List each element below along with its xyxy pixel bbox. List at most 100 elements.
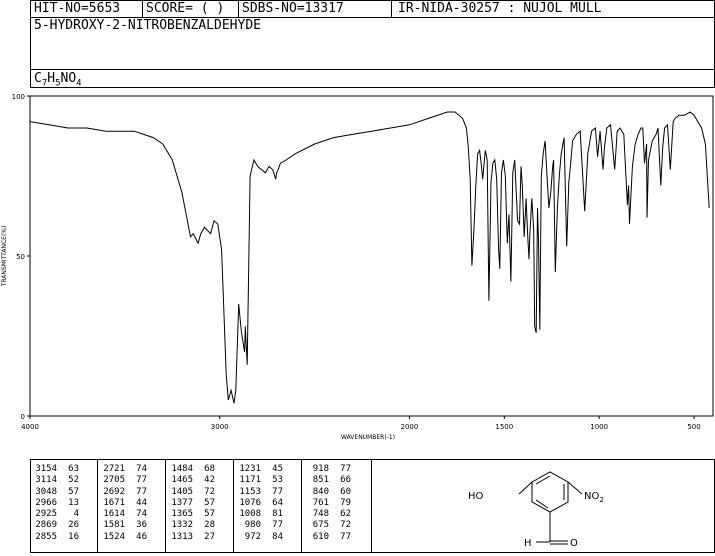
plot-frame bbox=[29, 95, 714, 417]
peak-row: 2692 77 bbox=[101, 487, 147, 498]
x-tick-label: 2000 bbox=[401, 423, 419, 431]
x-tick-label: 1500 bbox=[495, 423, 513, 431]
peak-wavenumber: 2966 bbox=[35, 497, 57, 508]
peak-row: 610 77 bbox=[305, 532, 351, 543]
peak-row: 1524 46 bbox=[101, 532, 147, 543]
peak-row: 1231 45 bbox=[237, 464, 283, 475]
ho-label: HO bbox=[468, 491, 484, 502]
peak-table-column: 1484 68 1465 42 1405 72 1377 57 1365 57 1332 28 1313… bbox=[169, 464, 215, 543]
y-tick-label: 50 bbox=[16, 253, 25, 261]
x-axis-label: WAVENUMBER(-1) bbox=[341, 434, 395, 441]
peak-row: 2925 4 bbox=[33, 509, 79, 520]
x-tick-label: 1000 bbox=[590, 423, 608, 431]
peak-transmittance: 68 bbox=[204, 464, 215, 474]
peak-wavenumber: 1465 bbox=[171, 475, 193, 486]
peak-transmittance: 36 bbox=[136, 520, 147, 531]
peak-transmittance: 46 bbox=[136, 531, 147, 542]
peak-transmittance: 77 bbox=[136, 486, 147, 497]
peak-wavenumber: 2855 bbox=[35, 531, 57, 542]
peak-row: 1614 74 bbox=[101, 509, 147, 520]
ir-info: IR-NIDA-30257 : NUJOL MULL bbox=[398, 1, 602, 16]
peak-wavenumber: 2721 bbox=[103, 464, 125, 474]
peak-wavenumber: 1614 bbox=[103, 509, 125, 520]
peak-wavenumber: 1671 bbox=[103, 497, 125, 508]
peak-transmittance: 72 bbox=[340, 520, 351, 531]
peak-row: 1313 27 bbox=[169, 532, 215, 543]
peak-transmittance: 84 bbox=[272, 531, 283, 542]
compound-name: 5-HYDROXY-2-NITROBENZALDEHYDE bbox=[34, 18, 261, 33]
aldehyde-o-label: O bbox=[570, 538, 578, 549]
peak-transmittance: 64 bbox=[272, 497, 283, 508]
peak-row: 1008 81 bbox=[237, 509, 283, 520]
peak-transmittance: 66 bbox=[340, 475, 351, 486]
peak-row: 3154 63 bbox=[33, 464, 79, 475]
chemical-structure: HO NO2 H O bbox=[468, 471, 604, 549]
x-tick-label: 3000 bbox=[211, 423, 229, 431]
structure-box: HO NO2 H O bbox=[371, 459, 715, 553]
peak-transmittance: 57 bbox=[204, 509, 215, 520]
score: SCORE= ( ) bbox=[146, 1, 225, 16]
peak-transmittance: 74 bbox=[136, 509, 147, 520]
peak-transmittance: 44 bbox=[136, 497, 147, 508]
peak-row: 972 84 bbox=[237, 532, 283, 543]
peak-wavenumber: 2925 bbox=[35, 509, 57, 520]
peak-wavenumber: 1524 bbox=[103, 531, 125, 542]
peak-transmittance: 72 bbox=[204, 486, 215, 497]
peak-row: 1076 64 bbox=[237, 498, 283, 509]
peak-transmittance: 28 bbox=[204, 520, 215, 531]
x-tick-label: 4000 bbox=[21, 423, 39, 431]
peak-row: 2721 74 bbox=[101, 464, 147, 475]
peak-row: 1671 44 bbox=[101, 498, 147, 509]
peak-wavenumber: 1377 bbox=[171, 497, 193, 508]
peak-transmittance: 79 bbox=[340, 497, 351, 508]
peak-transmittance: 26 bbox=[68, 520, 79, 531]
peak-wavenumber: 3154 bbox=[35, 464, 57, 474]
peak-table: 3154 63 3114 52 3048 57 2966 13 2925 4 2869 26 2855 1… bbox=[30, 459, 372, 553]
peak-transmittance: 27 bbox=[204, 531, 215, 542]
ir-spectrum-chart: 0 50 100 4000 3000 2000 1500 1000 500 TRANSMITT… bbox=[1, 93, 714, 441]
peak-wavenumber: 1076 bbox=[239, 497, 261, 508]
peak-wavenumber: 972 bbox=[244, 531, 261, 542]
peak-table-column: 918 77 851 66 840 60 761 79 748 62 675 72 610 77 bbox=[305, 464, 351, 543]
peak-row: 2705 77 bbox=[101, 475, 147, 486]
peak-wavenumber: 3048 bbox=[35, 486, 57, 497]
peak-row: 1153 77 bbox=[237, 487, 283, 498]
peak-transmittance: 42 bbox=[204, 475, 215, 486]
sdbs-number: SDBS-NO=13317 bbox=[242, 1, 344, 16]
peak-transmittance: 45 bbox=[272, 464, 283, 474]
peak-transmittance: 4 bbox=[73, 509, 79, 520]
peak-wavenumber: 840 bbox=[312, 486, 329, 497]
peak-wavenumber: 2869 bbox=[35, 520, 57, 531]
peak-row: 1405 72 bbox=[169, 487, 215, 498]
peak-wavenumber: 3114 bbox=[35, 475, 57, 486]
peak-wavenumber: 851 bbox=[312, 475, 329, 486]
peak-wavenumber: 980 bbox=[244, 520, 261, 531]
peak-transmittance: 13 bbox=[68, 497, 79, 508]
peak-row: 1377 57 bbox=[169, 498, 215, 509]
hit-number: HIT-NO=5653 bbox=[34, 1, 121, 16]
peak-transmittance: 77 bbox=[340, 531, 351, 542]
peak-wavenumber: 1313 bbox=[171, 531, 193, 542]
y-tick-label: 0 bbox=[21, 413, 25, 421]
peak-wavenumber: 1484 bbox=[171, 464, 193, 474]
peak-transmittance: 81 bbox=[272, 509, 283, 520]
x-tick-label: 500 bbox=[687, 423, 700, 431]
peak-transmittance: 77 bbox=[272, 486, 283, 497]
peak-row: 918 77 bbox=[305, 464, 351, 475]
peak-wavenumber: 1581 bbox=[103, 520, 125, 531]
peak-transmittance: 77 bbox=[136, 475, 147, 486]
peak-row: 1581 36 bbox=[101, 520, 147, 531]
peak-row: 1484 68 bbox=[169, 464, 215, 475]
peak-wavenumber: 2692 bbox=[103, 486, 125, 497]
peak-table-column: 3154 63 3114 52 3048 57 2966 13 2925 4 2869 26 2855 1… bbox=[33, 464, 79, 543]
aldehyde-h-label: H bbox=[524, 538, 532, 549]
peak-wavenumber: 1171 bbox=[239, 475, 261, 486]
peak-transmittance: 62 bbox=[340, 509, 351, 520]
peak-wavenumber: 1153 bbox=[239, 486, 261, 497]
peak-row: 851 66 bbox=[305, 475, 351, 486]
peak-table-column: 2721 74 2705 77 2692 77 1671 44 1614 74 1581 36 1524… bbox=[101, 464, 147, 543]
peak-transmittance: 52 bbox=[68, 475, 79, 486]
peak-row: 2855 16 bbox=[33, 532, 79, 543]
no2-label: NO2 bbox=[584, 491, 604, 504]
peak-transmittance: 57 bbox=[68, 486, 79, 497]
